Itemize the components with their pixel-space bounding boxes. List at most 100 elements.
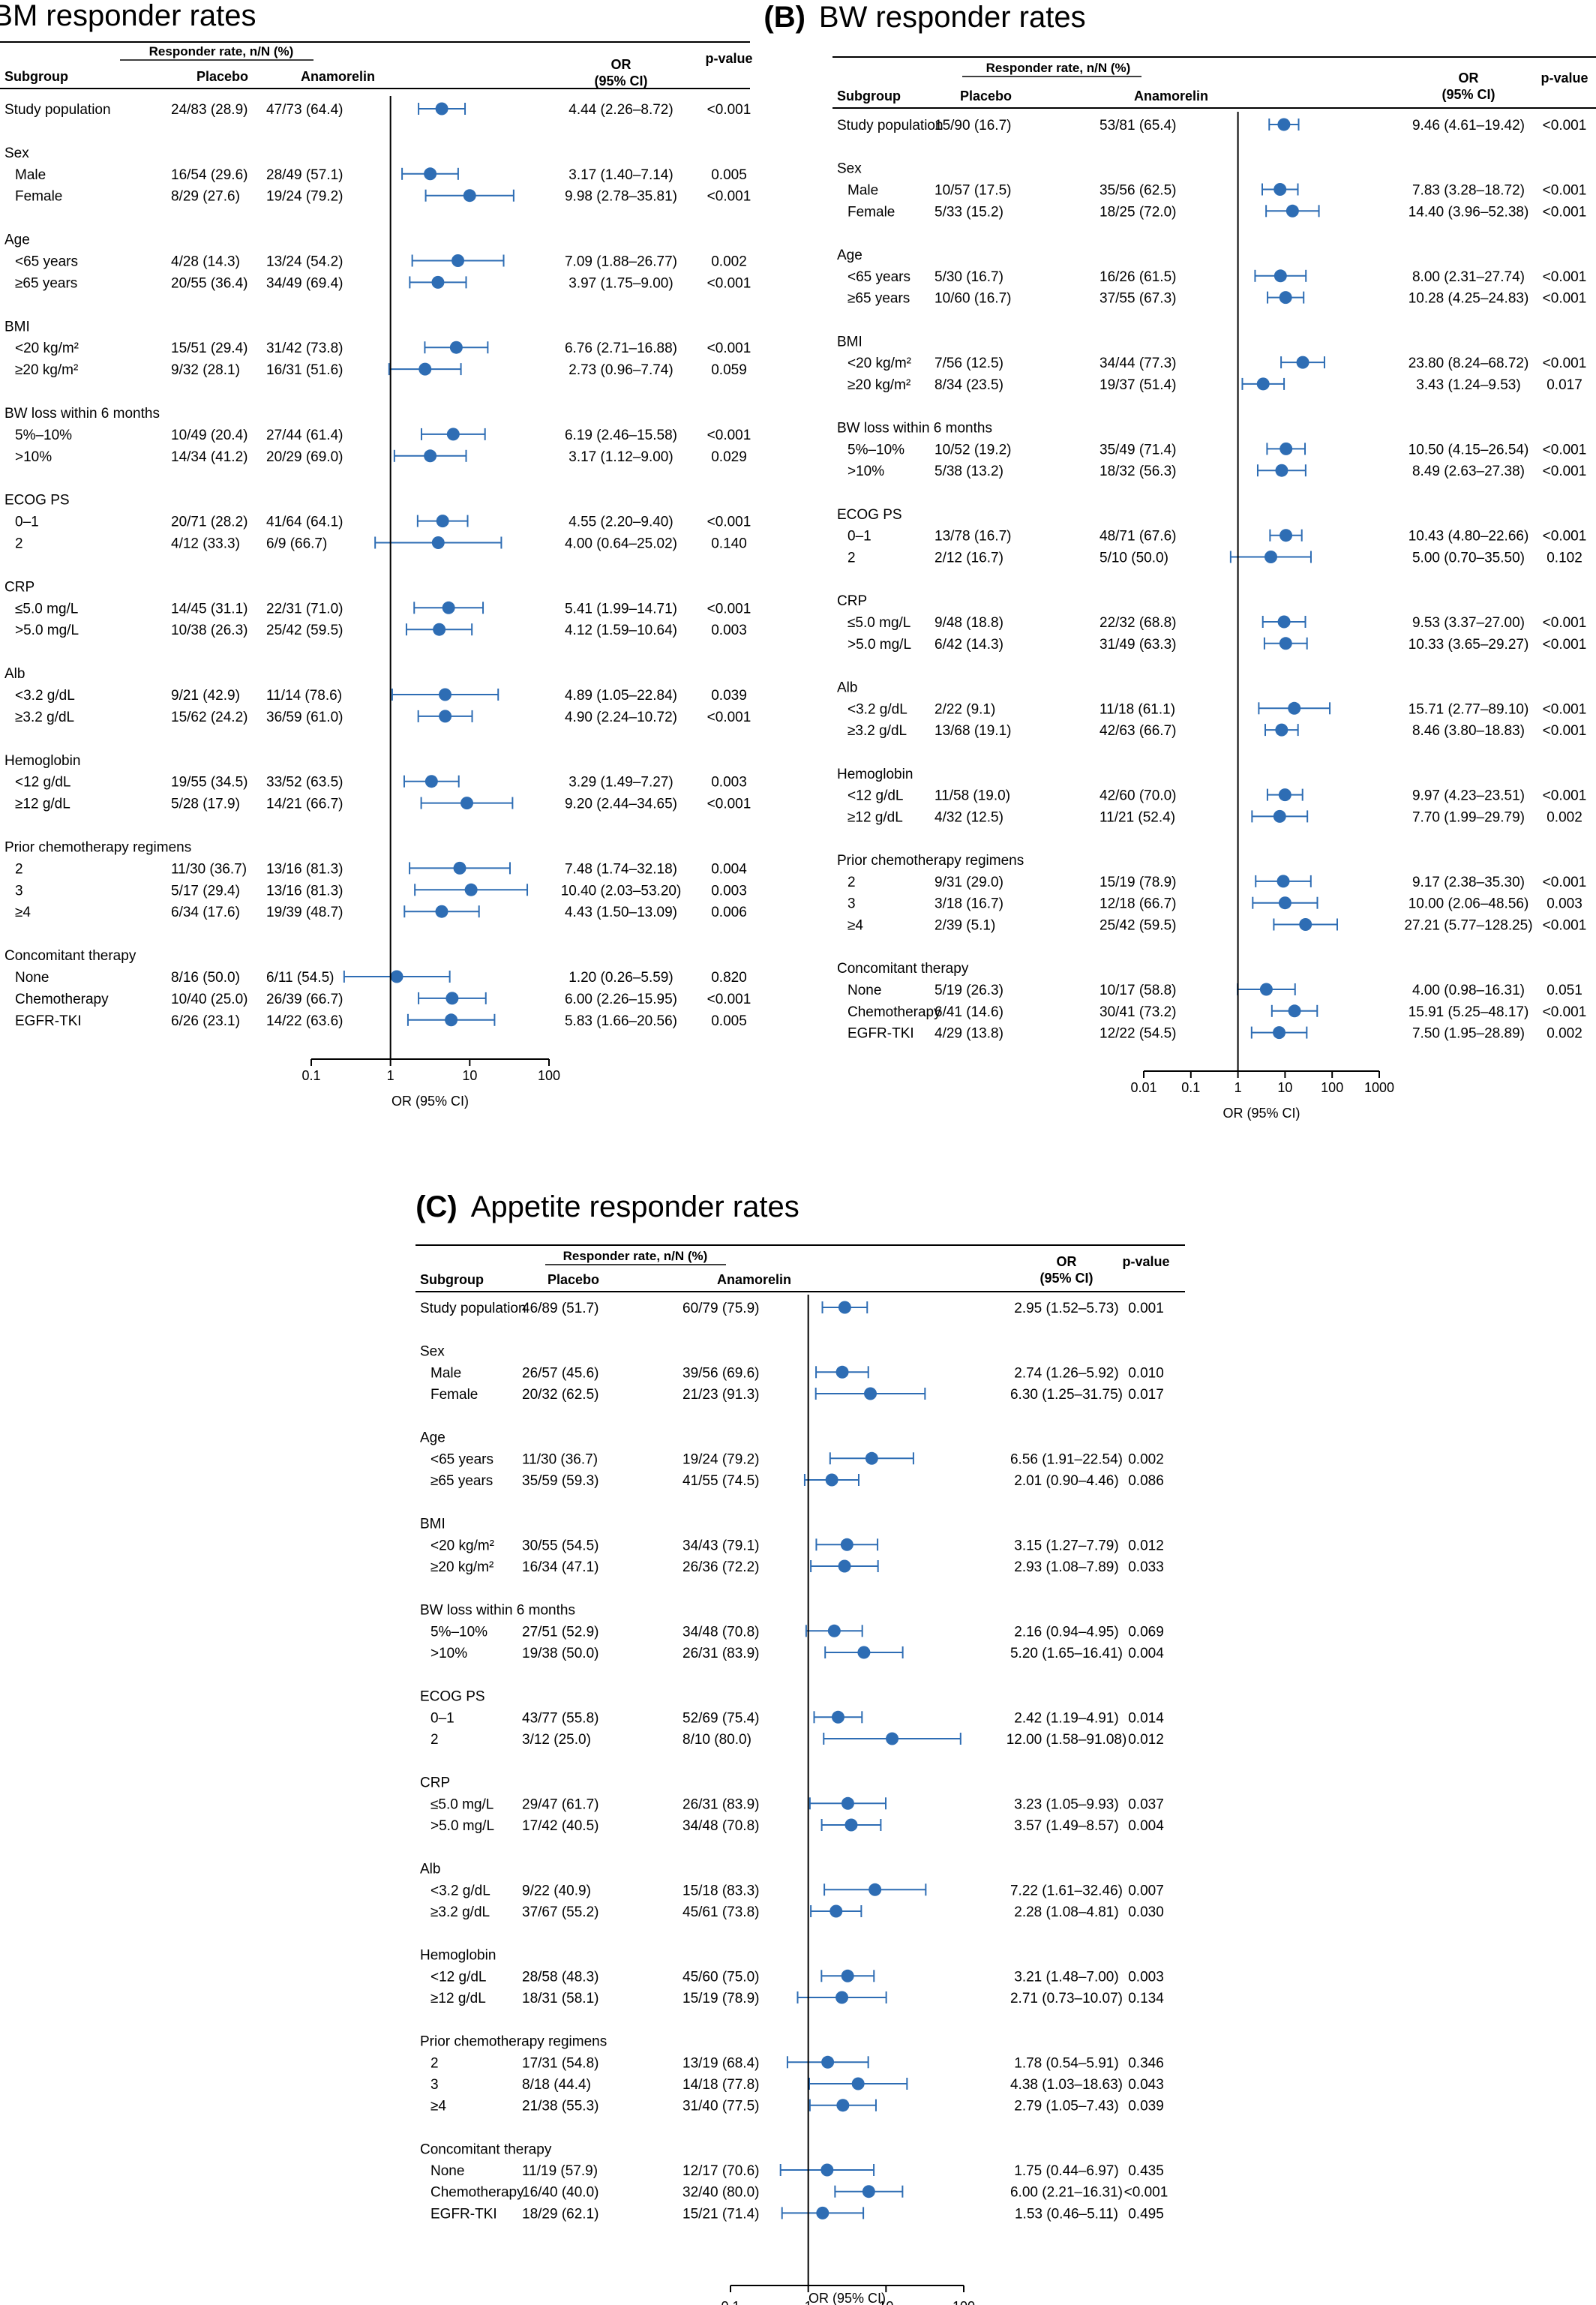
p-value: 0.039 [1128,2099,1164,2114]
p-value: 0.006 [711,905,747,920]
anamorelin-rate: 26/31 (83.9) [682,1646,759,1661]
or-ci-text: 1.20 (0.26–5.59) [568,970,673,986]
subgroup-header: Prior chemotherapy regimens [4,840,191,856]
forest-panel-c: (C) Appetite responder rates Responder rat… [416,1190,1185,2305]
or-ci-text: 4.12 (1.59–10.64) [565,623,677,638]
placebo-rate: 21/38 (55.3) [522,2099,598,2114]
or-ci-text: 27.21 (5.77–128.25) [1404,918,1532,934]
placebo-rate: 13/78 (16.7) [934,529,1011,545]
or-ci-text: 3.21 (1.48–7.00) [1014,1969,1118,1985]
or-point [452,254,465,267]
x-tick-label: 0.1 [1181,1080,1200,1095]
p-value: <0.001 [707,428,752,443]
subgroup-header: Concomitant therapy [4,948,136,964]
or-ci-text: 8.46 (3.80–18.83) [1412,723,1525,739]
subgroup-label: 5%–10% [430,1624,488,1640]
subgroup-label: >5.0 mg/L [430,1818,494,1834]
placebo-rate: 6/34 (17.6) [171,905,240,920]
or-point [1259,983,1273,996]
placebo-rate: 9/22 (40.9) [522,1883,591,1898]
subgroup-header: Concomitant therapy [420,2141,552,2157]
or-point [840,1538,854,1551]
or-ci-text: 6.19 (2.46–15.58) [565,428,677,443]
or-point [1279,291,1292,305]
subgroup-label: ≥3.2 g/dL [430,1904,490,1920]
or-point [463,189,476,203]
p-value: 0.029 [711,449,747,465]
subgroup-header: Age [4,233,30,248]
p-value: <0.001 [707,275,752,291]
anamorelin-rate: 60/79 (75.9) [682,1301,759,1316]
or-ci-text: 2.93 (1.08–7.89) [1014,1559,1118,1575]
p-value: 0.003 [1128,1969,1164,1985]
subgroup-header: BW loss within 6 months [837,421,992,437]
or-point [1275,723,1288,737]
subgroup-label: <20 kg/m² [848,356,911,371]
x-tick-label: 100 [1321,1080,1343,1095]
placebo-rate: 27/51 (52.9) [522,1624,598,1640]
placebo-rate: 10/40 (25.0) [171,992,248,1007]
placebo-rate: 2/39 (5.1) [934,918,995,934]
p-value: <0.001 [1543,291,1587,307]
placebo-rate: 19/55 (34.5) [171,775,248,791]
p-value: 0.435 [1128,2163,1164,2179]
or-point [453,861,466,875]
p-value: <0.001 [1543,615,1587,631]
subgroup-label: ≥4 [848,918,863,934]
or-point [464,883,478,896]
or-ci-text: 9.20 (2.44–34.65) [565,797,677,812]
or-point [1277,615,1291,629]
subgroup-label: EGFR-TKI [430,2206,497,2222]
placebo-rate: 35/59 (59.3) [522,1473,598,1489]
subgroup-label: ≤5.0 mg/L [430,1796,494,1812]
subgroup-header: Alb [4,666,25,682]
placebo-rate: 43/77 (55.8) [522,1710,598,1726]
subgroup-header: ECOG PS [837,507,902,523]
or-ci-text: 23.80 (8.24–68.72) [1408,356,1529,371]
p-value: <0.001 [1543,118,1587,134]
or-ci-text: 6.00 (2.21–16.31) [1010,2185,1123,2201]
subgroup-header: Hemoglobin [4,753,80,769]
subgroup-label: Female [430,1387,478,1403]
or-ci-text: 7.09 (1.88–26.77) [565,254,677,270]
p-value: 0.005 [711,167,747,183]
x-tick-label: 1 [805,2299,812,2305]
placebo-rate: 5/17 (29.4) [171,883,240,899]
subgroup-header: Prior chemotherapy regimens [420,2034,607,2050]
subgroup-label: <3.2 g/dL [430,1883,490,1898]
or-ci-text: 4.43 (1.50–13.09) [565,905,677,920]
x-tick-label: 10 [462,1068,477,1083]
or-point [1278,788,1292,802]
p-value: <0.001 [1543,788,1587,804]
placebo-rate: 16/54 (29.6) [171,167,248,183]
placebo-rate: 46/89 (51.7) [522,1301,598,1316]
p-value: 0.007 [1128,1883,1164,1898]
subgroup-label: Male [430,1365,461,1381]
placebo-rate: 18/31 (58.1) [522,1991,598,2006]
or-ci-text: 7.50 (1.95–28.89) [1412,1026,1525,1042]
p-value: 0.012 [1128,1538,1164,1553]
or-point [851,2077,865,2090]
subgroup-label: >5.0 mg/L [848,637,911,653]
header-or: OR [1057,1254,1077,1269]
or-point [446,992,459,1005]
placebo-rate: 10/49 (20.4) [171,428,248,443]
p-value: 0.005 [711,1013,747,1029]
or-ci-text: 15.91 (5.25–48.17) [1408,1004,1529,1020]
placebo-rate: 7/56 (12.5) [934,356,1004,371]
subgroup-label: ≥3.2 g/dL [15,710,74,725]
placebo-rate: 11/30 (36.7) [522,1451,598,1467]
anamorelin-rate: 34/48 (70.8) [682,1624,759,1640]
p-value: 0.059 [711,362,747,378]
subgroup-label: ≥20 kg/m² [15,362,78,378]
subgroup-label: 3 [430,2077,439,2093]
anamorelin-rate: 22/31 (71.0) [266,601,343,617]
or-point [836,1991,849,2004]
or-ci-text: 3.29 (1.49–7.27) [568,775,673,791]
anamorelin-rate: 12/22 (54.5) [1100,1026,1176,1042]
or-point [439,688,452,701]
anamorelin-rate: 41/55 (74.5) [682,1473,759,1489]
subgroup-label: 2 [848,551,856,566]
anamorelin-rate: 16/31 (51.6) [266,362,343,378]
or-ci-text: 4.55 (2.20–9.40) [568,515,673,530]
